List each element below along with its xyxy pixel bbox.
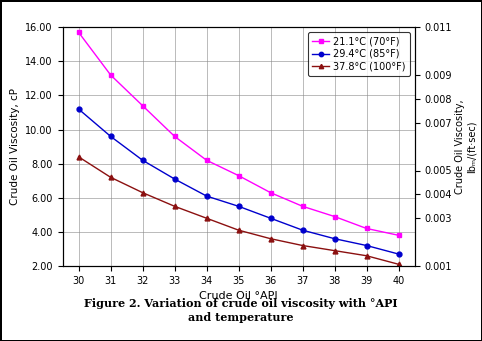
Text: Figure 2. Variation of crude oil viscosity with °API
and temperature: Figure 2. Variation of crude oil viscosi… [84,297,398,323]
37.8°C (100°F) [332,249,337,253]
29.4°C (85°F) [300,228,306,232]
21.1°C (70°F) [172,134,177,138]
21.1°C (70°F) [396,233,402,237]
37.8°C (100°F) [108,175,114,179]
21.1°C (70°F) [300,204,306,208]
37.8°C (100°F) [268,237,273,241]
37.8°C (100°F) [363,254,369,258]
Y-axis label: Crude Oil Viscosity, cP: Crude Oil Viscosity, cP [10,88,20,205]
29.4°C (85°F) [332,237,337,241]
21.1°C (70°F) [76,30,81,34]
37.8°C (100°F) [300,243,306,248]
29.4°C (85°F) [76,107,81,111]
Line: 21.1°C (70°F): 21.1°C (70°F) [76,30,401,238]
21.1°C (70°F) [332,214,337,219]
X-axis label: Crude Oil °API: Crude Oil °API [199,291,278,301]
Legend: 21.1°C (70°F), 29.4°C (85°F), 37.8°C (100°F): 21.1°C (70°F), 29.4°C (85°F), 37.8°C (10… [308,32,410,76]
21.1°C (70°F) [140,104,146,108]
29.4°C (85°F) [363,243,369,248]
37.8°C (100°F) [396,262,402,266]
29.4°C (85°F) [236,204,241,208]
21.1°C (70°F) [363,226,369,231]
37.8°C (100°F) [76,155,81,159]
Line: 29.4°C (85°F): 29.4°C (85°F) [76,107,401,256]
37.8°C (100°F) [172,204,177,208]
21.1°C (70°F) [108,73,114,77]
37.8°C (100°F) [140,191,146,195]
29.4°C (85°F) [172,177,177,181]
21.1°C (70°F) [204,158,210,162]
29.4°C (85°F) [396,252,402,256]
Line: 37.8°C (100°F): 37.8°C (100°F) [76,154,401,267]
37.8°C (100°F) [204,216,210,220]
21.1°C (70°F) [236,174,241,178]
29.4°C (85°F) [108,134,114,138]
21.1°C (70°F) [268,191,273,195]
29.4°C (85°F) [268,216,273,220]
29.4°C (85°F) [204,194,210,198]
37.8°C (100°F) [236,228,241,232]
29.4°C (85°F) [140,158,146,162]
Y-axis label: Crude Oil Viscosity,
lbₘ/(ft·sec): Crude Oil Viscosity, lbₘ/(ft·sec) [455,99,476,194]
